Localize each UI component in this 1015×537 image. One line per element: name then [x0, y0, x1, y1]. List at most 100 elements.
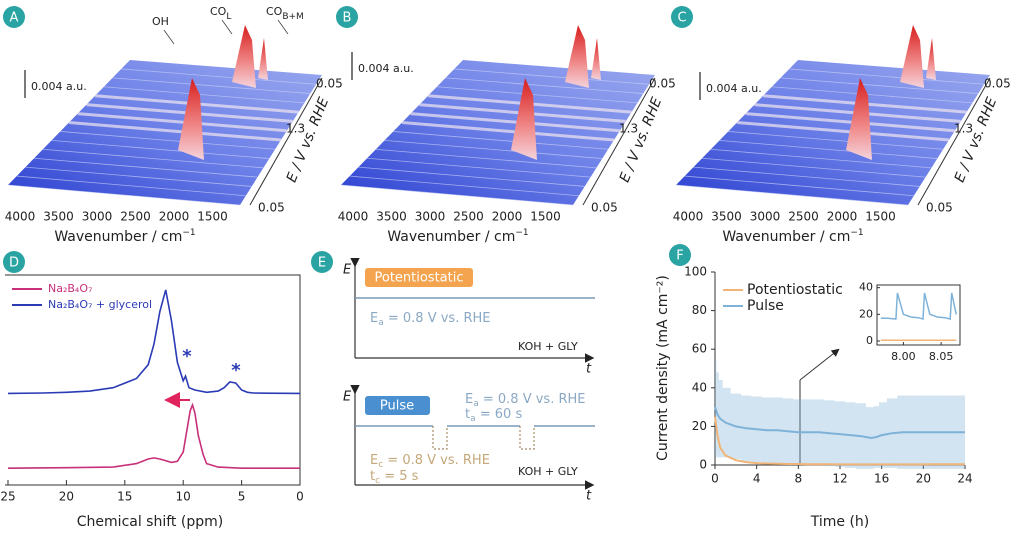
spectra-trace	[736, 121, 950, 142]
x-tick-label: 5	[238, 490, 246, 504]
x-tick-label: 3500	[711, 210, 742, 224]
panel-label: A	[10, 11, 19, 26]
annotation-leader	[277, 19, 289, 35]
x-tick-label: 1500	[197, 210, 228, 224]
x-tick-label: 2500	[453, 210, 484, 224]
peak	[565, 25, 589, 88]
panel-label: F	[676, 249, 683, 264]
spectra-trace	[745, 112, 955, 133]
peak	[926, 38, 936, 80]
time-setting: ta = 60 s	[465, 407, 522, 424]
x-tick-label: 12	[832, 472, 847, 486]
inset-frame	[876, 284, 961, 346]
spectra-trace	[16, 175, 246, 197]
peak	[846, 78, 872, 160]
time-setting: tc = 5 s	[370, 469, 419, 486]
spectra-surface	[341, 60, 655, 205]
x-tick-label: 2000	[827, 210, 858, 224]
panel-label: C	[677, 11, 686, 26]
peak-annotation: OH	[152, 15, 169, 28]
electrolyte: KOH + GLY	[518, 465, 578, 478]
peak-marker: *	[231, 360, 241, 381]
legend-label: Na₂B₄O₇ + glycerol	[48, 298, 152, 311]
potential-tick-label: 0.05	[258, 201, 285, 215]
x-tick-label: 0	[296, 490, 304, 504]
inset-pointer	[799, 348, 840, 381]
potential-tick-label: 1.3	[286, 122, 305, 136]
potential-tick-label: 0.05	[316, 77, 343, 91]
panel-label: E	[318, 256, 326, 271]
x-tick-label: 2000	[492, 210, 523, 224]
potential-setting-part: c	[378, 460, 383, 470]
peak	[900, 25, 924, 88]
x-tick-label: 0	[711, 472, 719, 486]
spectra-surface	[8, 60, 322, 205]
time-setting-part: t	[370, 469, 375, 484]
spectra-trace	[710, 148, 932, 169]
spectra-trace	[719, 139, 938, 159]
spectra-trace	[693, 166, 920, 187]
x-tick-label: 25	[0, 490, 15, 504]
spectra-trace	[684, 175, 914, 197]
scale-bar-label: 0.004 a.u.	[358, 62, 414, 75]
y-tick-label: 100	[684, 265, 707, 279]
mode-label: Potentiostatic	[374, 271, 463, 286]
x-tick-label: 8	[795, 472, 803, 486]
peak-annotation-part: OH	[152, 15, 169, 28]
x-tick-label: 16	[874, 472, 889, 486]
potential-tick-label: 0.05	[926, 201, 953, 215]
inset-x-tick-label: 8.05	[929, 350, 954, 363]
time-setting-part: = 60 s	[476, 407, 523, 422]
inset-x-tick-label: 8.00	[891, 350, 916, 363]
panel-badge	[669, 244, 691, 266]
spectra-trace	[384, 139, 603, 159]
current-line	[714, 406, 965, 440]
current-line	[714, 416, 965, 466]
x-axis-label-part: Wavenumber / cm	[387, 229, 515, 245]
peak-annotation-part: CO	[210, 5, 227, 18]
x-tick-label: 4000	[338, 210, 369, 224]
time-setting-part: c	[375, 476, 380, 486]
annotation-leader	[163, 29, 175, 45]
axis-label: E	[343, 263, 352, 278]
x-axis-label-part: Wavenumber / cm	[722, 229, 850, 245]
electrolyte: KOH + GLY	[518, 340, 578, 353]
x-tick-label: 2000	[159, 210, 190, 224]
peak	[511, 78, 537, 160]
cathodic-pulse	[432, 426, 535, 450]
legend-label: Na₂B₄O₇	[48, 282, 92, 295]
peak-marker: *	[182, 346, 192, 367]
x-axis-label-part: −1	[182, 228, 195, 238]
peak-annotation-part: B+M	[282, 12, 303, 22]
x-tick-label: 2500	[120, 210, 151, 224]
panel-badge	[3, 6, 25, 28]
spectra-surface	[676, 60, 990, 205]
potential-setting: Ea = 0.8 V vs. RHE	[465, 392, 585, 409]
spectrum-line	[7, 289, 301, 395]
spectra-trace	[789, 68, 985, 85]
inset-y-tick-label: 0	[866, 334, 873, 347]
x-axis-label: Wavenumber / cm−1	[387, 228, 528, 246]
x-axis-label-part: −1	[850, 228, 863, 238]
inset-y-tick-label: 40	[859, 281, 873, 294]
x-tick-label: 3500	[43, 210, 74, 224]
x-tick-label: 3500	[376, 210, 407, 224]
spectra-trace	[25, 166, 252, 187]
x-tick-label: 20	[59, 490, 74, 504]
y-tick-label: 40	[692, 380, 707, 394]
spectra-trace	[445, 77, 644, 94]
panel-badge	[671, 6, 693, 28]
spectra-trace	[103, 86, 305, 104]
spectra-trace	[112, 77, 311, 94]
x-axis-label-part: −1	[515, 228, 528, 238]
peak-annotation: COL	[210, 5, 231, 22]
x-tick-label: 3000	[82, 210, 113, 224]
spectra-trace	[401, 121, 615, 142]
mode-box	[365, 268, 473, 287]
x-tick-label: 3000	[415, 210, 446, 224]
annotation-leader	[221, 19, 233, 35]
potential-setting-part: = 0.8 V vs. RHE	[479, 392, 586, 407]
x-axis-label: Wavenumber / cm−1	[722, 228, 863, 246]
spectrum-line	[7, 402, 300, 469]
